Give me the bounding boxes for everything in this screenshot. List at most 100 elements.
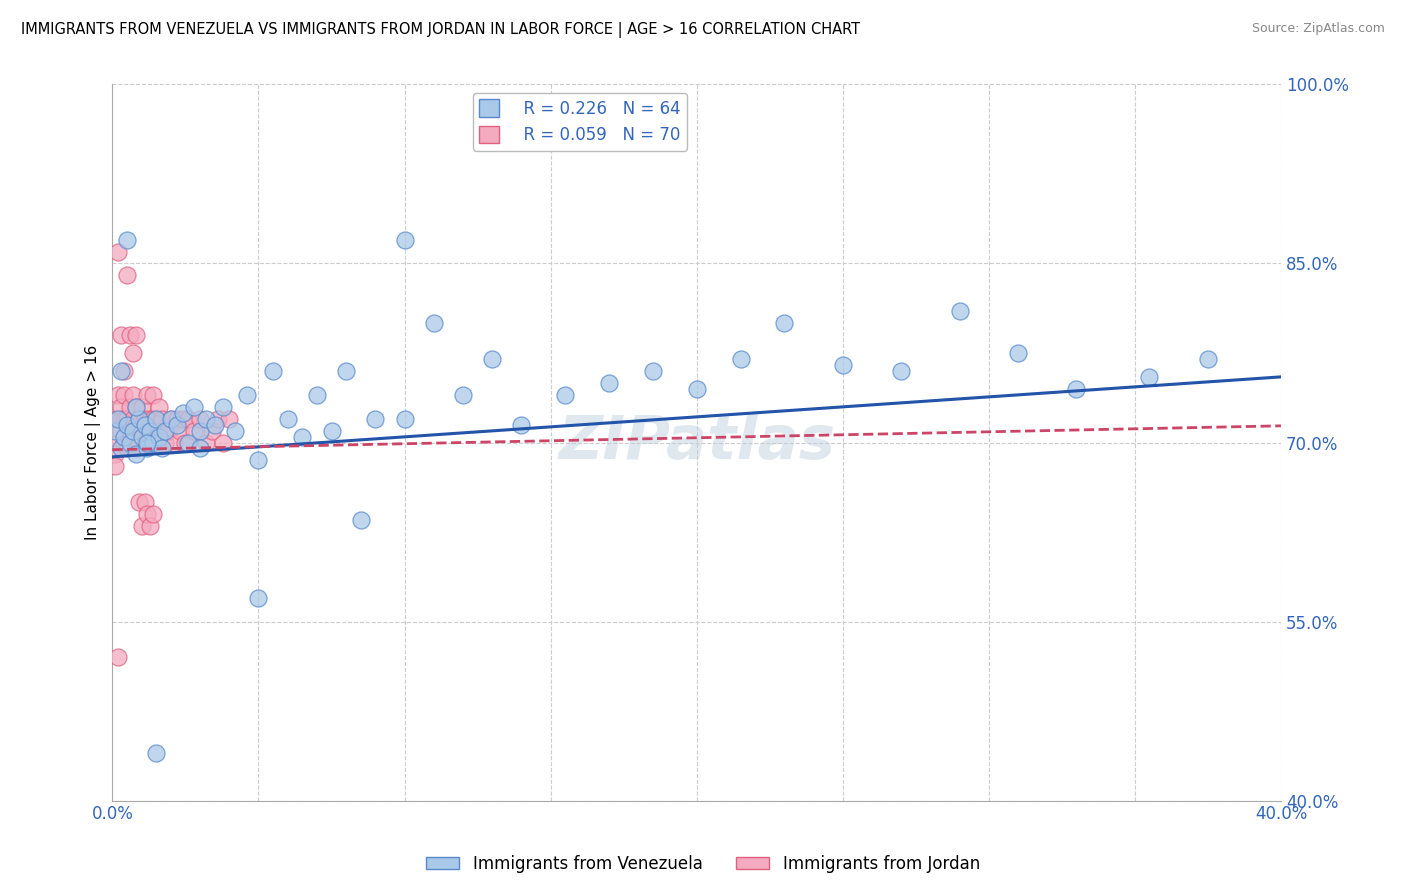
Point bbox=[115, 268, 138, 283]
Point bbox=[131, 519, 153, 533]
Point bbox=[949, 304, 972, 318]
Point bbox=[121, 388, 143, 402]
Point bbox=[139, 411, 162, 425]
Point bbox=[142, 435, 165, 450]
Point bbox=[112, 429, 135, 443]
Point bbox=[335, 364, 357, 378]
Point bbox=[128, 495, 150, 509]
Point bbox=[112, 364, 135, 378]
Point bbox=[160, 411, 183, 425]
Point bbox=[125, 400, 148, 414]
Point bbox=[112, 388, 135, 402]
Point bbox=[1007, 346, 1029, 360]
Point bbox=[207, 411, 229, 425]
Point bbox=[277, 411, 299, 425]
Point bbox=[110, 328, 132, 343]
Point bbox=[169, 424, 191, 438]
Point bbox=[121, 424, 143, 438]
Point bbox=[160, 411, 183, 425]
Point bbox=[125, 417, 148, 432]
Point bbox=[145, 746, 167, 760]
Point bbox=[188, 411, 211, 425]
Point bbox=[174, 435, 197, 450]
Point bbox=[128, 411, 150, 425]
Point bbox=[305, 388, 328, 402]
Point bbox=[115, 417, 138, 432]
Point bbox=[134, 417, 156, 432]
Point bbox=[730, 351, 752, 366]
Point bbox=[139, 519, 162, 533]
Point bbox=[423, 316, 446, 330]
Point bbox=[139, 424, 162, 438]
Text: ZIPatlas: ZIPatlas bbox=[558, 413, 835, 472]
Point bbox=[115, 411, 138, 425]
Point bbox=[481, 351, 503, 366]
Point bbox=[172, 406, 194, 420]
Point bbox=[107, 388, 129, 402]
Point bbox=[125, 328, 148, 343]
Point bbox=[136, 507, 159, 521]
Point bbox=[148, 400, 170, 414]
Point bbox=[177, 411, 200, 425]
Point bbox=[153, 424, 176, 438]
Point bbox=[166, 411, 188, 425]
Point bbox=[510, 417, 533, 432]
Point bbox=[128, 411, 150, 425]
Point bbox=[131, 424, 153, 438]
Point bbox=[142, 507, 165, 521]
Point bbox=[145, 411, 167, 425]
Point bbox=[183, 424, 205, 438]
Point bbox=[136, 388, 159, 402]
Point bbox=[104, 447, 127, 461]
Point bbox=[150, 442, 173, 456]
Point bbox=[148, 429, 170, 443]
Point bbox=[128, 435, 150, 450]
Point bbox=[291, 429, 314, 443]
Point bbox=[145, 411, 167, 425]
Point bbox=[177, 435, 200, 450]
Point bbox=[554, 388, 576, 402]
Point bbox=[136, 424, 159, 438]
Point bbox=[890, 364, 912, 378]
Point bbox=[201, 424, 224, 438]
Point bbox=[112, 411, 135, 425]
Point bbox=[104, 411, 127, 425]
Point bbox=[194, 411, 217, 425]
Point bbox=[104, 424, 127, 438]
Point bbox=[136, 435, 159, 450]
Point bbox=[136, 442, 159, 456]
Point bbox=[598, 376, 620, 390]
Point bbox=[686, 382, 709, 396]
Point bbox=[118, 424, 141, 438]
Point bbox=[212, 400, 235, 414]
Point bbox=[110, 442, 132, 456]
Point bbox=[115, 442, 138, 456]
Point bbox=[121, 411, 143, 425]
Point bbox=[118, 400, 141, 414]
Point bbox=[166, 417, 188, 432]
Legend:   R = 0.226   N = 64,   R = 0.059   N = 70: R = 0.226 N = 64, R = 0.059 N = 70 bbox=[472, 93, 688, 151]
Point bbox=[831, 358, 853, 372]
Point bbox=[183, 400, 205, 414]
Point bbox=[247, 591, 270, 605]
Point bbox=[394, 411, 416, 425]
Point bbox=[121, 435, 143, 450]
Point bbox=[148, 424, 170, 438]
Point bbox=[139, 435, 162, 450]
Point bbox=[364, 411, 387, 425]
Point bbox=[110, 411, 132, 425]
Point bbox=[118, 328, 141, 343]
Point bbox=[125, 400, 148, 414]
Point bbox=[153, 435, 176, 450]
Y-axis label: In Labor Force | Age > 16: In Labor Force | Age > 16 bbox=[86, 345, 101, 541]
Point bbox=[125, 442, 148, 456]
Point bbox=[224, 424, 246, 438]
Point bbox=[188, 442, 211, 456]
Point bbox=[110, 364, 132, 378]
Point bbox=[188, 424, 211, 438]
Point bbox=[194, 435, 217, 450]
Text: Source: ZipAtlas.com: Source: ZipAtlas.com bbox=[1251, 22, 1385, 36]
Point bbox=[107, 435, 129, 450]
Point bbox=[107, 650, 129, 665]
Point bbox=[394, 233, 416, 247]
